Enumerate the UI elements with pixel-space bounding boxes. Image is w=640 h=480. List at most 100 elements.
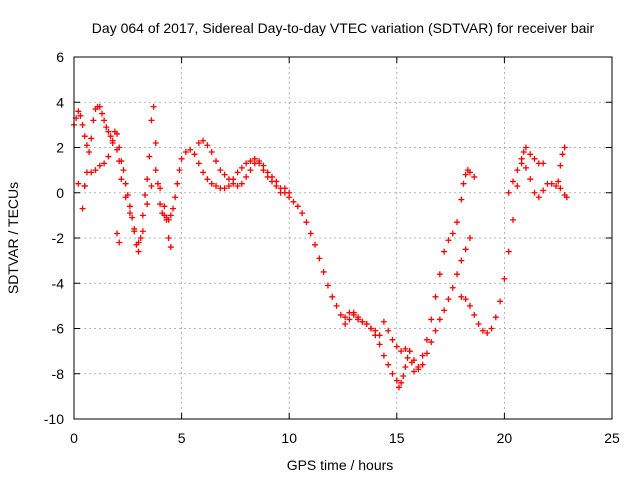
- data-point: [101, 117, 108, 124]
- data-point: [79, 121, 86, 128]
- data-point: [152, 139, 159, 146]
- data-point: [98, 110, 105, 117]
- y-axis-label: SDTVAR / TECUs: [5, 182, 21, 294]
- data-point: [167, 212, 174, 219]
- data-point: [195, 139, 202, 146]
- data-point: [107, 133, 114, 140]
- data-point: [432, 327, 439, 334]
- data-point: [462, 296, 469, 303]
- x-axis-label: GPS time / hours: [287, 457, 394, 473]
- data-point: [458, 257, 465, 264]
- data-point: [355, 316, 362, 323]
- data-point: [514, 167, 521, 174]
- data-point: [462, 246, 469, 253]
- data-point: [380, 318, 387, 325]
- data-point: [540, 187, 547, 194]
- data-point: [150, 103, 157, 110]
- data-point: [363, 320, 370, 327]
- y-tick-label: 4: [56, 94, 64, 110]
- x-tick-label: 20: [497, 430, 513, 446]
- x-tick-label: 25: [604, 430, 620, 446]
- y-tick-label: -8: [52, 366, 65, 382]
- grid-lines: [74, 57, 612, 419]
- data-point: [398, 348, 405, 355]
- data-point: [527, 151, 534, 158]
- data-point: [441, 307, 448, 314]
- data-point: [178, 155, 185, 162]
- data-point: [419, 352, 426, 359]
- axis-ticks: [73, 56, 613, 420]
- y-tick-label: -4: [52, 275, 65, 291]
- data-point: [535, 194, 542, 201]
- data-point: [531, 155, 538, 162]
- data-point: [137, 235, 144, 241]
- data-point: [488, 325, 495, 332]
- data-point: [92, 167, 99, 174]
- data-point: [77, 112, 84, 119]
- data-point: [398, 379, 405, 386]
- data-point: [458, 293, 465, 300]
- data-point: [286, 189, 293, 196]
- data-point: [445, 296, 452, 303]
- data-point: [234, 182, 241, 189]
- data-point: [372, 327, 379, 334]
- data-point: [518, 155, 525, 162]
- data-point: [563, 194, 570, 201]
- y-tick-label: 6: [56, 49, 64, 65]
- data-point: [204, 142, 211, 149]
- data-point: [225, 182, 232, 189]
- x-tick-label: 0: [70, 430, 78, 446]
- data-point: [484, 330, 491, 337]
- data-point: [230, 180, 237, 187]
- data-point: [312, 241, 319, 248]
- y-tick-label: 0: [56, 185, 64, 201]
- data-point: [105, 153, 112, 160]
- data-point: [142, 192, 149, 199]
- data-point: [557, 162, 564, 169]
- data-point: [75, 180, 82, 187]
- data-point: [81, 182, 88, 189]
- data-point: [402, 363, 409, 370]
- data-point: [553, 182, 560, 189]
- data-point: [208, 149, 215, 156]
- data-point: [329, 293, 336, 300]
- data-point: [460, 180, 467, 187]
- data-point: [380, 352, 387, 359]
- y-tick-label: -6: [52, 321, 65, 337]
- data-point: [454, 271, 461, 278]
- data-point: [299, 210, 306, 217]
- data-point: [200, 137, 207, 144]
- data-point: [548, 180, 555, 187]
- data-point: [208, 180, 215, 187]
- data-point: [234, 169, 241, 176]
- data-point: [376, 332, 383, 339]
- data-point: [324, 282, 331, 289]
- data-point: [531, 189, 538, 196]
- data-point: [492, 314, 499, 321]
- data-point: [273, 182, 280, 189]
- data-point: [479, 327, 486, 334]
- data-point: [122, 194, 129, 201]
- data-point: [139, 212, 146, 219]
- data-point: [510, 178, 517, 185]
- data-point: [505, 248, 512, 255]
- data-point: [139, 228, 146, 235]
- data-point: [522, 144, 529, 151]
- data-point: [114, 146, 121, 153]
- data-point: [466, 169, 473, 176]
- data-point: [527, 176, 534, 183]
- data-point: [466, 235, 473, 241]
- data-point: [217, 167, 224, 174]
- data-point: [350, 311, 357, 318]
- data-point: [88, 169, 95, 176]
- data-point: [367, 325, 374, 332]
- data-point: [135, 248, 142, 255]
- data-point: [395, 384, 402, 391]
- data-point: [389, 370, 396, 377]
- data-point: [152, 167, 159, 174]
- data-point: [497, 298, 504, 305]
- data-point: [559, 151, 566, 158]
- data-point: [260, 167, 267, 174]
- data-point: [342, 314, 349, 321]
